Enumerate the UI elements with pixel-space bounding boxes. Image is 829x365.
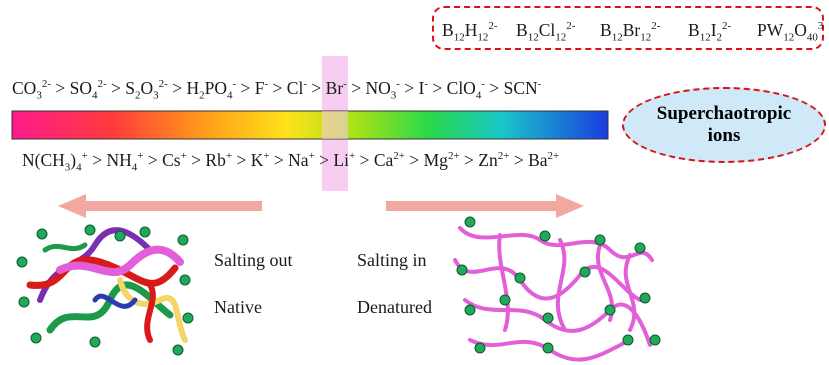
cation-2: Cs+ <box>162 150 187 170</box>
cation-0: N(CH3)4+ <box>22 150 88 174</box>
anion-separator: > <box>50 78 70 98</box>
anion-2: S2O32- <box>125 78 168 102</box>
denatured-label: Denatured <box>357 297 432 317</box>
anion-separator: > <box>485 78 504 98</box>
superchaotropic-ion-4: PW12O403 <box>757 20 824 44</box>
native-protein-illustration <box>26 227 188 343</box>
cation-separator: > <box>405 150 424 170</box>
superchaotropic-label-line1: Superchaotropic <box>656 103 792 124</box>
native-ion-dots <box>16 224 194 356</box>
hofmeister-gradient-bar <box>11 110 609 140</box>
cation-5: Na+ <box>288 150 315 170</box>
anion-7: NO3- <box>365 78 400 102</box>
superchaotropic-ion-0: B12H122- <box>442 20 498 44</box>
cation-separator: > <box>186 150 206 170</box>
superchaotropic-ions-box <box>432 6 824 50</box>
cation-1: NH4+ <box>106 150 144 174</box>
superchaotropic-label-line2: ions <box>707 125 741 146</box>
cation-separator: > <box>509 150 529 170</box>
salting-in-label: Salting in <box>357 250 427 270</box>
anion-4: F- <box>254 78 269 98</box>
anion-9: ClO4- <box>446 78 485 102</box>
anion-0: CO32- <box>12 78 51 102</box>
salting-out-arrow <box>58 194 262 218</box>
cation-separator: > <box>87 150 107 170</box>
anion-separator: > <box>167 78 187 98</box>
anion-separator: > <box>346 78 366 98</box>
highlight-on-bar <box>322 111 348 139</box>
anion-separator: > <box>106 78 126 98</box>
denatured-protein-illustration <box>453 226 654 362</box>
anion-separator: > <box>399 78 419 98</box>
anion-separator: > <box>236 78 255 98</box>
cation-4: K+ <box>250 150 270 170</box>
salting-in-arrow <box>386 194 584 218</box>
anion-series: CO32- > SO42- > S2O32- > H2PO4- > F- > C… <box>12 78 542 102</box>
cation-separator: > <box>459 150 479 170</box>
anion-5: Cl- <box>286 78 308 98</box>
superchaotropic-ion-3: B12I22- <box>688 20 732 44</box>
cation-separator: > <box>232 150 251 170</box>
cation-8: Mg2+ <box>423 150 460 170</box>
anion-3: H2PO4- <box>186 78 237 102</box>
cation-separator: > <box>314 150 334 170</box>
cation-separator: > <box>143 150 163 170</box>
cation-6: Li+ <box>333 150 356 170</box>
anion-separator: > <box>307 78 326 98</box>
salting-out-label: Salting out <box>214 250 293 270</box>
cation-7: Ca2+ <box>373 150 405 170</box>
anion-separator: > <box>268 78 287 98</box>
superchaotropic-ion-2: B12Br122- <box>600 20 661 44</box>
cation-9: Zn2+ <box>478 150 510 170</box>
superchaotropic-label-ellipse: Superchaotropic ions <box>622 87 826 163</box>
anion-10: SCN- <box>503 78 542 98</box>
anion-6: Br- <box>325 78 347 98</box>
cation-separator: > <box>355 150 374 170</box>
cation-3: Rb+ <box>205 150 233 170</box>
denatured-ion-dots <box>456 216 661 354</box>
cation-10: Ba2+ <box>528 150 560 170</box>
native-label: Native <box>214 297 262 317</box>
anion-separator: > <box>428 78 447 98</box>
superchaotropic-ion-1: B12Cl122- <box>516 20 576 44</box>
anion-1: SO42- <box>69 78 107 102</box>
cation-series: N(CH3)4+ > NH4+ > Cs+ > Rb+ > K+ > Na+ >… <box>22 150 560 174</box>
cation-separator: > <box>269 150 289 170</box>
anion-8: I- <box>418 78 429 98</box>
